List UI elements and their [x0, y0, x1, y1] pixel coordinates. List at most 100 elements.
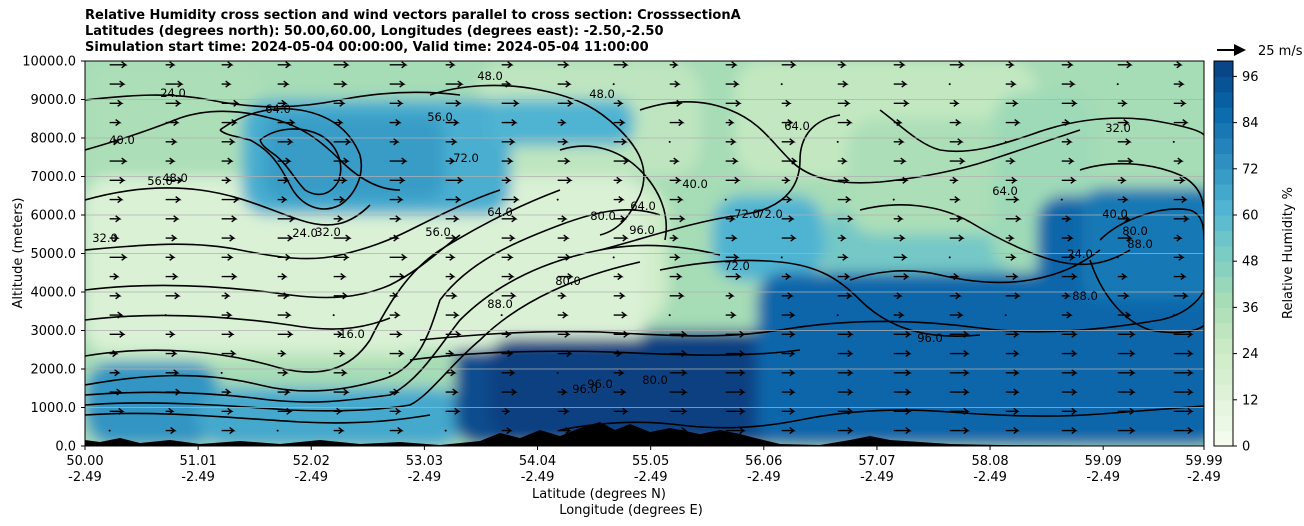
- wind-vector: [669, 80, 681, 88]
- x-tick-label-lat: 55.05: [632, 454, 669, 469]
- humidity-contours: [85, 84, 1204, 431]
- wind-vector: [725, 369, 746, 377]
- wind-vector: [1173, 157, 1184, 165]
- wind-vector: [781, 311, 796, 319]
- wind-vector: [949, 196, 961, 204]
- wind-vector: [165, 157, 176, 165]
- colorbar-band: [1214, 76, 1233, 93]
- wind-vector: [949, 61, 965, 69]
- colorbar-tick-label: 48: [1242, 255, 1259, 270]
- wind-vector: [669, 388, 688, 396]
- wind-vector: [893, 157, 907, 165]
- wind-vector: [445, 253, 456, 261]
- colorbar-band: [1214, 61, 1233, 77]
- wind-vector: [1117, 369, 1136, 377]
- wind-vector: [501, 330, 512, 338]
- colorbar-tick-label: 12: [1242, 393, 1259, 408]
- wind-vector: [725, 61, 738, 69]
- contour-labels: 40.024.032.056.056.080.064.072.096.080.0…: [92, 69, 1153, 396]
- wind-vector: [1173, 427, 1194, 435]
- wind-vector: [1061, 157, 1075, 165]
- wind-vector: [165, 407, 175, 415]
- wind-vector: [389, 427, 404, 435]
- wind-vector: [893, 138, 905, 146]
- wind-vector: [1005, 388, 1020, 396]
- wind-vector: [277, 215, 296, 223]
- colorbar-tick-label: 96: [1242, 70, 1259, 85]
- wind-vector: [1173, 253, 1185, 261]
- wind-vector: [333, 253, 350, 261]
- x-tick-label-lon: -2.49: [521, 470, 555, 485]
- wind-vector: [557, 176, 573, 184]
- wind-vector: [893, 369, 912, 377]
- wind-vector: [165, 330, 176, 338]
- wind-vector: [893, 273, 910, 281]
- wind-vector: [781, 273, 792, 281]
- wind-vector: [669, 407, 688, 415]
- wind-vector: [1005, 330, 1020, 338]
- y-tick-label: 8000.0: [31, 132, 77, 147]
- wind-vector: [1117, 350, 1136, 358]
- wind-vector: [109, 196, 124, 204]
- y-tick-label: 10000.0: [22, 55, 76, 70]
- contour-line: [1079, 162, 1204, 216]
- contour-line: [85, 412, 431, 424]
- colorbar-frame: [1213, 60, 1234, 447]
- wind-vector: [949, 407, 970, 415]
- wind-vector: [949, 99, 960, 107]
- wind-vector: [109, 350, 119, 358]
- contour-line: [559, 145, 667, 241]
- wind-vector: [1061, 99, 1078, 107]
- wind-vector: [837, 176, 850, 184]
- x-axis: 50.00-2.4951.01-2.4952.02-2.4953.03-2.49…: [66, 446, 1223, 485]
- wind-vector: [165, 234, 178, 242]
- contour-label: 24.0: [1067, 247, 1093, 261]
- wind-vector: [613, 176, 623, 184]
- wind-vector: [949, 292, 962, 300]
- wind-vector: [949, 157, 966, 165]
- wind-vector: [1116, 256, 1119, 259]
- wind-vector: [389, 292, 399, 300]
- wind-vector: [1117, 61, 1133, 69]
- wind-vector: [221, 138, 236, 146]
- wind-vector: [780, 83, 783, 86]
- wind-vector: [613, 350, 623, 358]
- wind-vector: [389, 273, 406, 281]
- wind-vector: [389, 407, 402, 415]
- wind-vector: [1172, 140, 1175, 143]
- wind-vector: [893, 99, 910, 107]
- wind-vector: [389, 253, 408, 261]
- wind-vector: [725, 253, 740, 261]
- colorbar-band: [1214, 322, 1233, 339]
- colorbar-band: [1214, 399, 1233, 416]
- wind-vector: [277, 138, 294, 146]
- wind-vector: [501, 427, 513, 435]
- wind-vector: [501, 196, 520, 204]
- wind-vector: [1173, 273, 1187, 281]
- wind-vector: [1117, 99, 1128, 107]
- wind-vector: [837, 427, 854, 435]
- wind-vector: [781, 215, 795, 223]
- wind-vector: [333, 138, 352, 146]
- wind-vector: [669, 234, 679, 242]
- contour-line: [599, 114, 841, 251]
- wind-vector: [1117, 157, 1134, 165]
- wind-vector: [389, 119, 402, 127]
- x-tick-label-lat: 58.08: [971, 454, 1008, 469]
- contour-label: 56.0: [147, 174, 173, 188]
- contour-line: [429, 84, 645, 236]
- wind-vector: [557, 215, 568, 223]
- wind-vector: [949, 369, 970, 377]
- wind-vector: [221, 234, 236, 242]
- wind-vector: [1173, 80, 1185, 88]
- wind-vector: [221, 330, 235, 338]
- wind-vector: [837, 350, 854, 358]
- x-tick-label-lat: 50.00: [66, 454, 103, 469]
- wind-vector: [389, 311, 401, 319]
- wind-vector: [501, 215, 518, 223]
- wind-vector: [613, 234, 629, 242]
- wind-vector: [221, 350, 237, 358]
- wind-vector: [893, 292, 903, 300]
- x-axis-label-lat: Latitude (degrees N): [532, 487, 666, 502]
